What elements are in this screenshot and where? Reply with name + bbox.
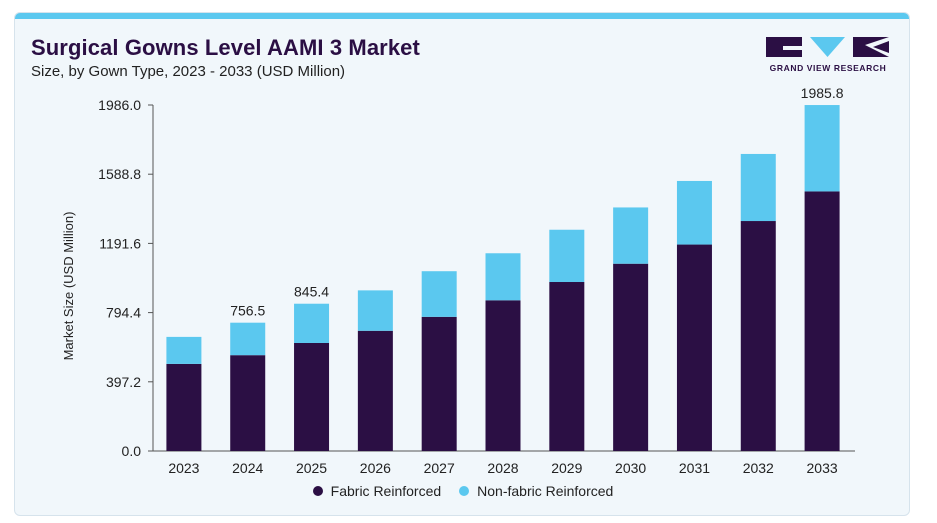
logo-text: GRAND VIEW RESEARCH xyxy=(769,63,887,73)
x-tick-label: 2024 xyxy=(232,460,263,476)
bar-fabric-reinforced xyxy=(613,263,649,451)
bar-fabric-reinforced xyxy=(804,191,840,451)
x-tick-label: 2027 xyxy=(424,460,455,476)
legend-item: Fabric Reinforced xyxy=(312,483,442,499)
x-tick-label: 2026 xyxy=(360,460,391,476)
bar-chart: 0.0 397.2 794.4 1191.6 1588.8 1986.0 Market Si… xyxy=(61,85,855,476)
legend-swatch xyxy=(459,486,470,496)
y-tick-label: 1191.6 xyxy=(99,235,141,251)
bar-fabric-reinforced xyxy=(676,244,712,451)
x-tick-label: 2023 xyxy=(168,460,199,476)
bar-fabric-reinforced xyxy=(549,282,585,451)
legend-label: Non-fabric Reinforced xyxy=(477,483,614,499)
chart-card: Surgical Gowns Level AAMI 3 Market Size,… xyxy=(14,12,910,516)
bar-fabric-reinforced xyxy=(230,355,266,451)
legend-item: Non-fabric Reinforced xyxy=(459,483,613,499)
total-value-label: 845.4 xyxy=(294,284,329,300)
bar-non-fabric-reinforced xyxy=(549,229,585,283)
bar-fabric-reinforced xyxy=(294,342,330,451)
accent-bar xyxy=(15,13,909,19)
x-tick-label: 2032 xyxy=(743,460,774,476)
bar-non-fabric-reinforced xyxy=(357,290,393,331)
y-tick-label: 0.0 xyxy=(122,443,142,459)
y-axis-label: Market Size (USD Million) xyxy=(61,212,76,361)
y-tick-label: 1588.8 xyxy=(98,166,141,182)
x-tick-label: 2028 xyxy=(487,460,518,476)
total-value-label: 756.5 xyxy=(230,303,265,319)
y-tick-label: 397.2 xyxy=(106,374,141,390)
legend-label: Fabric Reinforced xyxy=(330,483,442,499)
bar-fabric-reinforced xyxy=(485,300,521,451)
bar-non-fabric-reinforced xyxy=(294,303,330,343)
x-tick-label: 2033 xyxy=(807,460,838,476)
bar-non-fabric-reinforced xyxy=(676,180,712,245)
y-tick-label: 794.4 xyxy=(106,305,141,321)
legend-swatch xyxy=(312,486,323,496)
x-tick-label: 2025 xyxy=(296,460,327,476)
total-value-label: 1985.8 xyxy=(801,85,844,101)
bar-fabric-reinforced xyxy=(357,330,393,451)
grand-view-research-logo: GRAND VIEW RESEARCH xyxy=(765,35,891,81)
x-tick-label: 2031 xyxy=(679,460,710,476)
chart-title: Surgical Gowns Level AAMI 3 Market xyxy=(31,35,420,60)
bar-fabric-reinforced xyxy=(740,221,776,451)
y-tick-label: 1986.0 xyxy=(98,97,141,113)
logo-mark-icon xyxy=(766,37,889,57)
bar-non-fabric-reinforced xyxy=(740,153,776,222)
bar-non-fabric-reinforced xyxy=(166,336,202,364)
bar-fabric-reinforced xyxy=(166,363,202,451)
bar-non-fabric-reinforced xyxy=(421,271,457,317)
chart-legend: Fabric Reinforced Non-fabric Reinforced xyxy=(15,483,909,499)
bar-non-fabric-reinforced xyxy=(804,105,840,192)
bar-non-fabric-reinforced xyxy=(485,253,521,301)
x-tick-label: 2030 xyxy=(615,460,646,476)
bar-non-fabric-reinforced xyxy=(230,322,266,356)
bar-non-fabric-reinforced xyxy=(613,207,649,264)
x-tick-label: 2029 xyxy=(551,460,582,476)
bar-fabric-reinforced xyxy=(421,316,457,451)
chart-subtitle: Size, by Gown Type, 2023 - 2033 (USD Mil… xyxy=(31,63,346,80)
